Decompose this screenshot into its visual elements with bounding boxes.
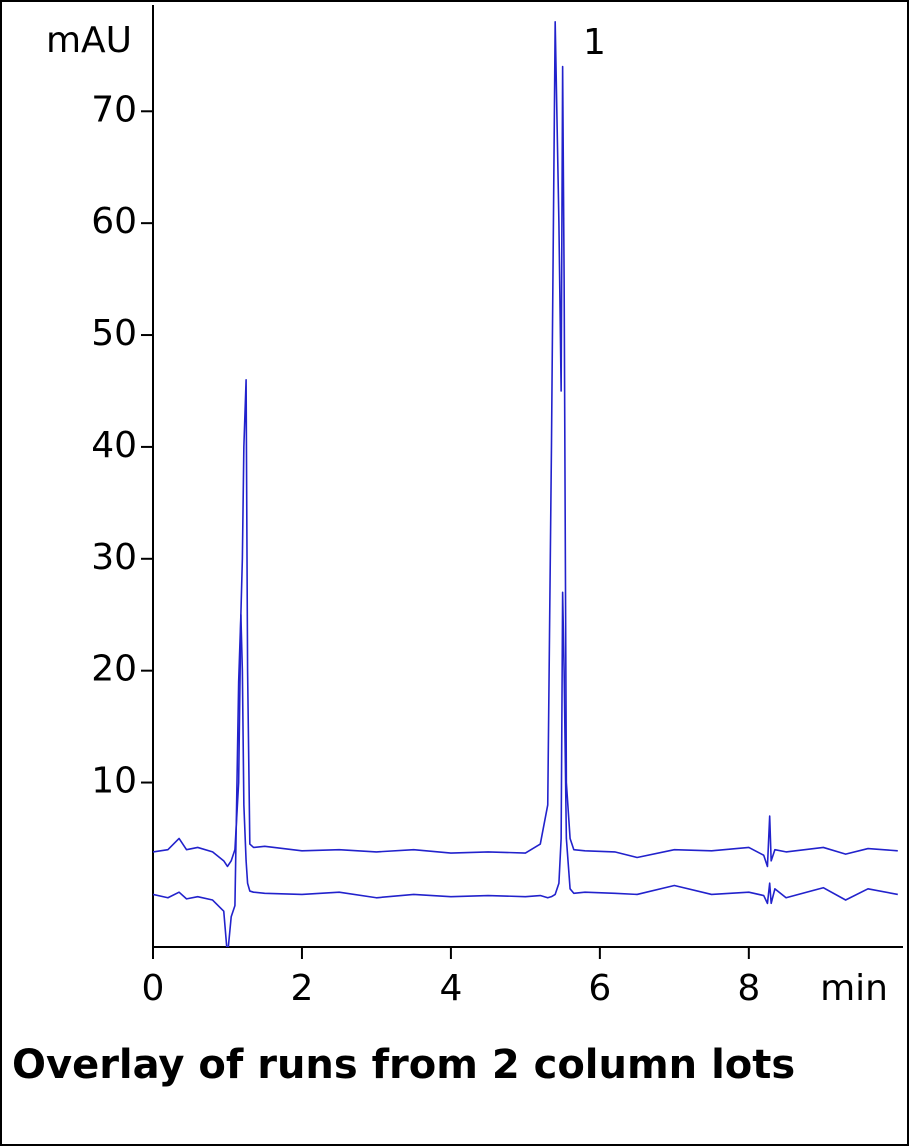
y-tick-label: 20 [91, 649, 137, 690]
plot-area [153, 20, 898, 947]
x-tick-label: 6 [588, 968, 611, 1009]
y-tick-label: 50 [91, 313, 137, 354]
x-tick-label: 0 [142, 968, 165, 1009]
x-tick-label: 8 [737, 968, 760, 1009]
y-tick-label: 70 [91, 89, 137, 130]
y-tick-label: 40 [91, 425, 137, 466]
chart-title: Overlay of runs from 2 column lots [12, 1042, 795, 1088]
y-axis-label: mAU [46, 20, 132, 61]
y-tick-label: 60 [91, 201, 137, 242]
y-tick-label: 10 [91, 761, 137, 802]
x-axis-label: min [820, 968, 888, 1009]
trace [153, 591, 898, 947]
y-tick-label: 30 [91, 537, 137, 578]
x-tick-label: 4 [439, 968, 462, 1009]
x-tick-label: 2 [291, 968, 314, 1009]
trace [153, 20, 898, 868]
peak-annotation: 1 [583, 22, 606, 63]
